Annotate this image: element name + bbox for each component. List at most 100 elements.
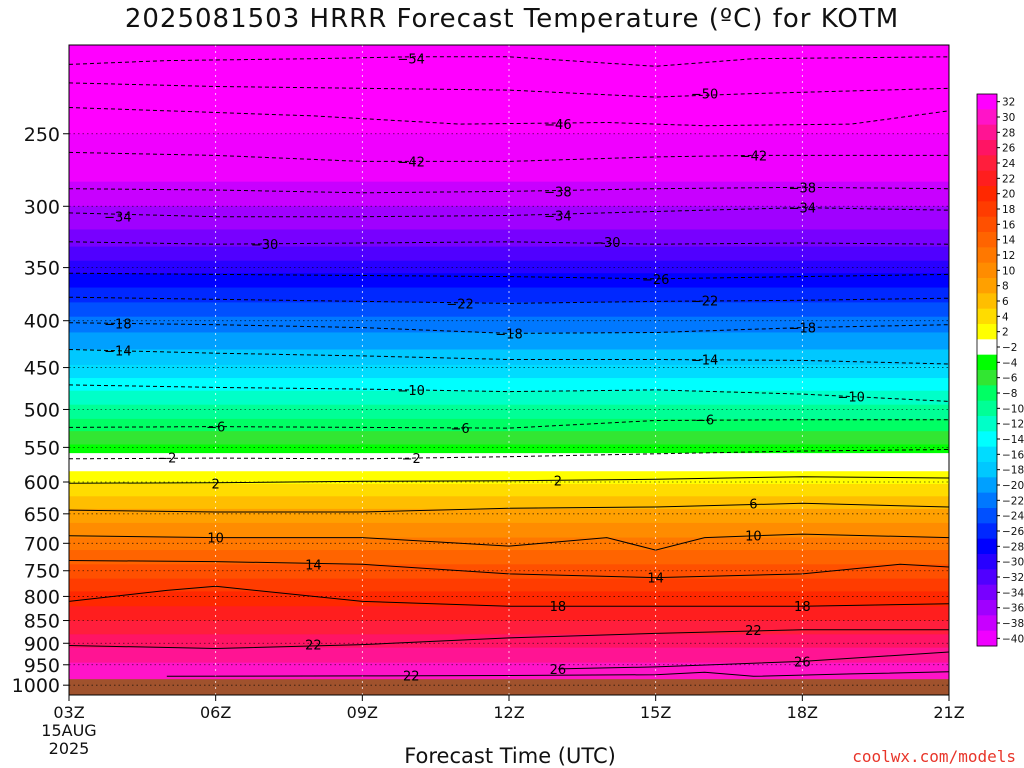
temp-band (69, 550, 949, 565)
contour-label-group: 10 (207, 532, 224, 547)
y-tick-label: 1000 (12, 675, 60, 697)
colorbar-label: −2 (1002, 342, 1017, 354)
contour-label: −22 (446, 297, 473, 312)
colorbar-label: −10 (1002, 403, 1024, 415)
contour-label-group: −42 (398, 155, 425, 170)
colorbar-swatch (977, 523, 997, 540)
colorbar-swatch (977, 324, 997, 340)
colorbar-label: 4 (1002, 311, 1009, 323)
colorbar-swatch (977, 170, 997, 187)
colorbar-swatch (977, 201, 997, 218)
x-tick-label: 18Z (787, 703, 818, 722)
contour-label: 18 (794, 600, 811, 615)
temp-band (69, 453, 949, 472)
colorbar-swatch (977, 462, 997, 478)
contour-label: −18 (495, 327, 522, 342)
colorbar-label: −32 (1002, 572, 1024, 584)
colorbar-label: −12 (1002, 419, 1024, 431)
y-tick-label: 700 (24, 533, 60, 555)
contour-label-group: 10 (745, 529, 762, 544)
temp-band (69, 332, 949, 350)
contour-label-group: −10 (398, 384, 425, 399)
x-axis-label: Forecast Time (UTC) (404, 744, 616, 768)
colorbar-label: 30 (1002, 112, 1015, 124)
colorbar-swatch (977, 293, 997, 310)
credit-link[interactable]: coolwx.com/models (852, 747, 1016, 766)
contour-label: 18 (550, 600, 567, 615)
y-tick-label: 600 (24, 472, 60, 494)
colorbar-swatch (977, 615, 997, 632)
contour-label: 22 (745, 624, 762, 639)
colorbar-label: −34 (1002, 587, 1024, 599)
contour-label-group: −46 (544, 118, 571, 133)
contour-label: −2 (402, 452, 421, 467)
temp-band (69, 45, 949, 135)
colorbar-swatch (977, 140, 997, 156)
colorbar-label: −30 (1002, 557, 1024, 569)
chart-title: 2025081503 HRRR Forecast Temperature (ºC… (124, 4, 900, 34)
contour-label-group: −30 (251, 238, 278, 253)
contour-label-group: 26 (794, 655, 811, 670)
colorbar-swatch (977, 232, 997, 248)
colorbar-label: −38 (1002, 618, 1024, 630)
colorbar-label: 14 (1002, 235, 1016, 247)
colorbar-label: 18 (1002, 204, 1015, 216)
isotherm-line (68, 502, 950, 513)
colorbar-swatch (977, 339, 997, 356)
x-tick-label: 06Z (200, 703, 231, 722)
contour-label-group: −10 (838, 391, 865, 406)
contour-label: −30 (593, 236, 620, 251)
contour-label: −26 (642, 273, 669, 288)
contour-label: 2 (554, 475, 562, 490)
contour-label: −38 (544, 185, 571, 200)
contour-label: −18 (789, 322, 816, 337)
colorbar-swatch (977, 385, 997, 402)
x-tick-label: 15Z (640, 703, 671, 722)
colorbar-label: 16 (1002, 219, 1016, 231)
colorbar-label: 32 (1002, 97, 1015, 109)
contour-label: 10 (207, 532, 224, 547)
contour-label: −6 (451, 422, 470, 437)
temp-band (69, 522, 949, 539)
x-date-label: 2025 (49, 739, 90, 758)
contour-label: −34 (104, 211, 131, 226)
colorbar-swatch (977, 584, 997, 601)
contour-label: −42 (398, 155, 425, 170)
colorbar-swatch (977, 492, 997, 509)
temp-band (69, 181, 949, 207)
colorbar-label: −6 (1002, 373, 1018, 385)
x-tick-label: 12Z (493, 703, 524, 722)
contour-label-group: 22 (745, 624, 762, 639)
contour-label-group: −14 (104, 344, 131, 359)
y-tick-label: 500 (24, 399, 60, 421)
temp-band (69, 206, 949, 230)
colorbar-label: −20 (1002, 480, 1024, 492)
colorbar-swatch (977, 400, 997, 417)
colorbar-swatch (977, 554, 997, 570)
colorbar-swatch (977, 569, 997, 586)
contour-label-group: −22 (691, 294, 718, 309)
contour-label-group: −6 (206, 421, 225, 436)
contour-label: −6 (206, 421, 225, 436)
y-tick-label: 300 (24, 196, 60, 218)
y-tick-label: 850 (24, 611, 60, 633)
contour-label-group: −34 (789, 202, 816, 217)
isotherm-contours: −54−50−46−42 −42−38 −38−34 −34−34−30 −30−26−… (68, 53, 950, 685)
colorbar-swatch (977, 431, 997, 448)
temp-band (69, 634, 949, 649)
colorbar-swatch (977, 186, 997, 202)
colorbar-label: 26 (1002, 143, 1016, 155)
contour-label: −30 (251, 238, 278, 253)
colorbar-label: −22 (1002, 495, 1024, 507)
y-tick-label: 250 (24, 124, 60, 146)
contour-label-group: −14 (691, 354, 718, 369)
isotherm-line (166, 671, 950, 677)
colorbar-label: −24 (1002, 511, 1024, 523)
contour-label-group: −30 (593, 236, 620, 251)
y-tick-label: 950 (24, 655, 60, 677)
contour-label: −22 (691, 294, 718, 309)
colorbar-swatch (977, 94, 997, 110)
y-tick-label: 550 (24, 437, 60, 459)
contour-label: 14 (305, 558, 322, 573)
